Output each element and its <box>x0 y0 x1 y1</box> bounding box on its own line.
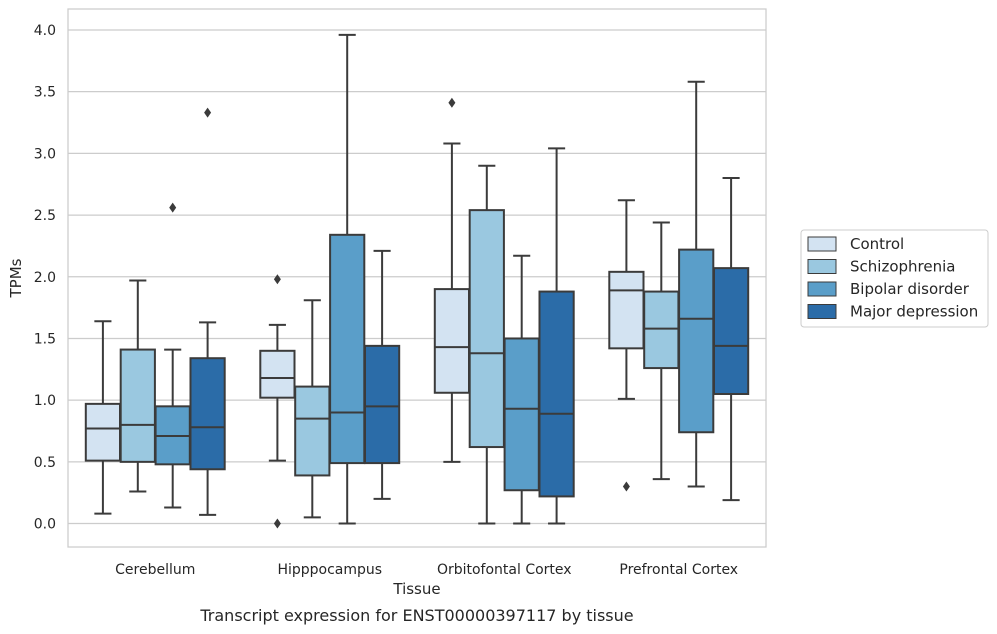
chart-caption: Transcript expression for ENST0000039711… <box>199 606 633 625</box>
outlier-marker <box>169 202 177 213</box>
series-bipolar-disorder <box>154 33 715 525</box>
box-body <box>294 385 331 477</box>
outlier-marker <box>273 518 281 529</box>
y-tick-label: 3.5 <box>34 85 56 101</box>
legend-label: Schizophrenia <box>850 258 955 276</box>
box-body <box>643 290 680 370</box>
box-body <box>189 357 226 471</box>
series-major-depression <box>189 107 750 525</box>
box-body <box>468 209 505 449</box>
box-body <box>433 288 471 394</box>
box <box>678 80 715 488</box>
box-body <box>538 290 575 498</box>
outlier-marker <box>204 107 212 118</box>
y-tick-labels: 0.0 0.5 1.0 1.5 2.0 2.5 3.0 3.5 4.0 <box>34 23 56 533</box>
box <box>189 107 226 516</box>
legend-swatch <box>807 236 837 252</box>
legend-swatch <box>807 304 837 319</box>
outlier-marker <box>273 274 281 285</box>
box <box>294 299 331 519</box>
outlier-marker <box>448 97 456 108</box>
box <box>608 199 645 492</box>
x-tick-label: Cerebellum <box>115 562 195 578</box>
y-tick-label: 1.5 <box>34 331 56 347</box>
box <box>84 320 122 515</box>
x-tick-label: Orbitofontal Cortex <box>437 562 572 578</box>
box <box>468 164 505 525</box>
y-axis-label: TPMs <box>7 258 25 298</box>
legend-swatch <box>807 281 837 297</box>
box <box>643 221 680 481</box>
y-tick-label: 0.0 <box>34 517 56 533</box>
box <box>433 97 471 463</box>
box-body <box>329 233 366 465</box>
legend-label: Major depression <box>850 303 978 321</box>
series-control <box>84 97 645 529</box>
x-tick-labels: Cerebellum Hipppocampus Orbitofontal Corte… <box>115 562 738 578</box>
legend-label: Bipolar disorder <box>850 280 970 298</box>
box-body <box>678 248 715 434</box>
box-body <box>503 337 540 492</box>
series-schizophrenia <box>119 164 680 525</box>
legend-swatch <box>807 259 837 274</box>
y-tick-label: 0.5 <box>34 455 56 471</box>
box <box>259 274 296 529</box>
x-axis-label: Tissue <box>392 580 440 598</box>
box <box>329 33 366 525</box>
box-body <box>608 270 645 350</box>
legend-label: Control <box>850 235 904 253</box>
y-tick-label: 4.0 <box>34 23 56 39</box>
box-body <box>84 402 122 462</box>
y-tick-label: 3.0 <box>34 146 56 162</box>
legend: Control Schizophrenia Bipolar disorder Majo… <box>800 229 989 328</box>
outlier-marker <box>622 481 630 492</box>
box <box>363 249 401 500</box>
box-body <box>119 348 156 463</box>
x-tick-label: Hipppocampus <box>277 562 382 578</box>
y-tick-label: 1.0 <box>34 393 56 409</box>
box-body <box>363 344 401 465</box>
legend-frame <box>800 229 989 328</box>
x-tick-label: Prefrontal Cortex <box>619 562 738 578</box>
box <box>712 177 750 502</box>
box <box>538 147 575 525</box>
box <box>154 202 191 509</box>
y-tick-label: 2.0 <box>34 270 56 286</box>
box-body <box>712 267 750 395</box>
y-tick-label: 2.5 <box>34 208 56 224</box>
box-series <box>84 33 750 529</box>
box-body <box>259 349 296 399</box>
